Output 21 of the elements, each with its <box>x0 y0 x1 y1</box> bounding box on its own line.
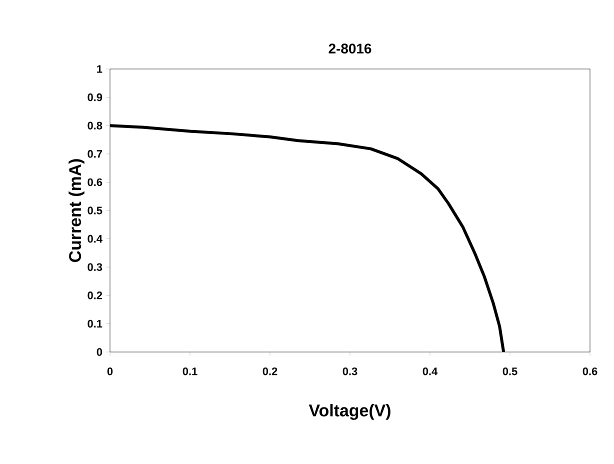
y-axis-title: Current (mA) <box>68 159 84 262</box>
y-tick-label: 0.6 <box>88 178 102 186</box>
x-tick-label: 0 <box>107 367 113 376</box>
y-tick-label: 0.9 <box>88 93 102 102</box>
y-tick-label: 0.1 <box>88 320 102 328</box>
y-tick-label: 0.3 <box>88 263 102 271</box>
x-tick-label: 0.5 <box>502 367 518 376</box>
y-tick-label: 0.2 <box>88 292 102 300</box>
x-tick-label: 0.4 <box>422 367 438 376</box>
x-axis-title: Voltage(V) <box>308 404 390 420</box>
x-tick-label: 0.1 <box>182 367 198 376</box>
x-tick-label: 0.3 <box>342 367 358 376</box>
y-tick-label: 0.8 <box>88 122 102 130</box>
y-tick-label: 0.7 <box>88 150 102 158</box>
y-tick-label: 0.4 <box>88 234 102 243</box>
y-tick-label: 0 <box>96 348 102 356</box>
x-tick-label: 0.6 <box>582 367 598 376</box>
y-tick-label: 1 <box>97 65 102 73</box>
y-tick-label: 0.5 <box>88 206 102 214</box>
chart-title: 2-8016 <box>328 44 372 54</box>
x-tick-label: 0.2 <box>262 367 278 376</box>
